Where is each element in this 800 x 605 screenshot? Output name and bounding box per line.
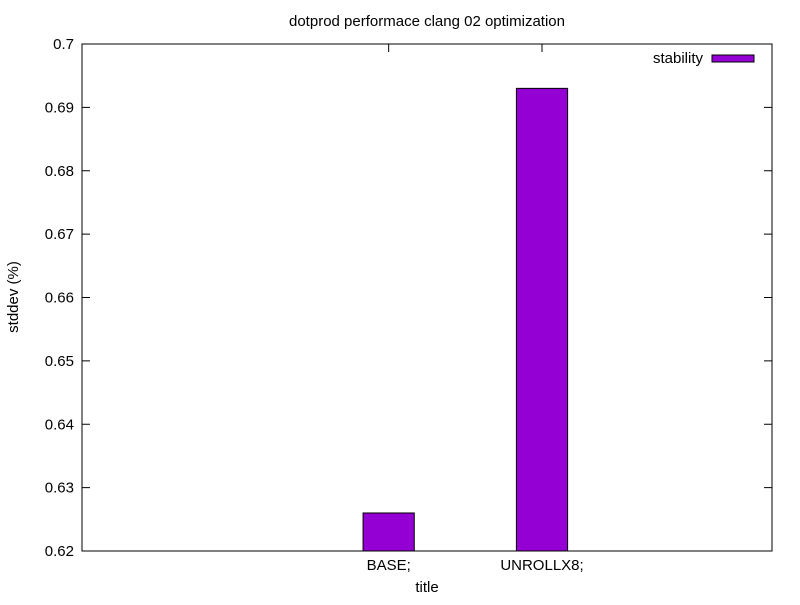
y-tick-label: 0.69	[45, 99, 74, 116]
x-axis-label: title	[415, 579, 438, 596]
chart-title: dotprod performace clang 02 optimization	[289, 13, 565, 30]
y-tick-label: 0.68	[45, 163, 74, 180]
y-tick-label: 0.66	[45, 290, 74, 307]
y-tick-label: 0.67	[45, 226, 74, 243]
x-axis: BASE; UNROLLX8;	[367, 44, 584, 574]
bar-base	[362, 512, 415, 552]
y-tick-label: 0.63	[45, 480, 74, 497]
y-tick-label: 0.62	[45, 543, 74, 560]
legend-swatch-stability	[711, 54, 755, 63]
y-tick-label: 0.65	[45, 353, 74, 370]
y-tick-label: 0.64	[45, 416, 74, 433]
bar-unrollx8	[515, 87, 569, 552]
y-axis-label: stddev (%)	[5, 261, 22, 333]
legend-label-stability: stability	[653, 50, 704, 67]
plot-area-frame	[81, 43, 773, 552]
x-tick-label: UNROLLX8;	[500, 557, 583, 574]
bar-series	[362, 87, 569, 552]
legend: stability	[653, 50, 755, 67]
y-tick-label: 0.7	[53, 36, 74, 53]
x-tick-label: BASE;	[367, 557, 411, 574]
y-axis: 0.62 0.63 0.64 0.65 0.66 0.67 0.68 0.69 0.7	[45, 36, 772, 560]
